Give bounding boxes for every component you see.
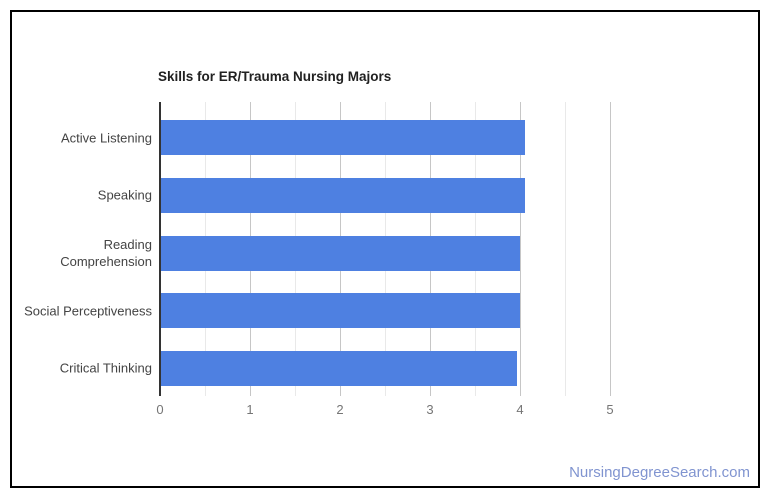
bar: [161, 235, 520, 271]
bar: [161, 120, 526, 156]
chart-card: Skills for ER/Trauma Nursing Majors Acti…: [10, 10, 760, 488]
bar: [161, 350, 518, 386]
x-tick-label: 3: [426, 402, 434, 417]
y-axis-line: [159, 102, 161, 396]
gridline-minor: [565, 102, 566, 396]
x-tick-label: 1: [246, 402, 254, 417]
category-label: Active Listening: [60, 130, 152, 146]
plot-area: Active Listening Speaking Reading Comprehe…: [12, 12, 758, 486]
x-tick-label: 2: [336, 402, 344, 417]
watermark-link[interactable]: NursingDegreeSearch.com: [569, 464, 750, 481]
chart-title: Skills for ER/Trauma Nursing Majors: [158, 69, 392, 84]
gridline-major: [520, 102, 521, 396]
bar: [161, 293, 520, 329]
bar: [161, 177, 526, 213]
category-label: Speaking: [97, 187, 152, 203]
x-tick-label: 0: [156, 402, 164, 417]
gridline-major: [610, 102, 611, 396]
category-label: Social Perceptiveness: [24, 303, 152, 319]
category-label: Critical Thinking: [59, 360, 152, 376]
x-tick-label: 5: [606, 402, 614, 417]
category-label: Reading Comprehension: [60, 237, 152, 269]
x-tick-label: 4: [516, 402, 524, 417]
